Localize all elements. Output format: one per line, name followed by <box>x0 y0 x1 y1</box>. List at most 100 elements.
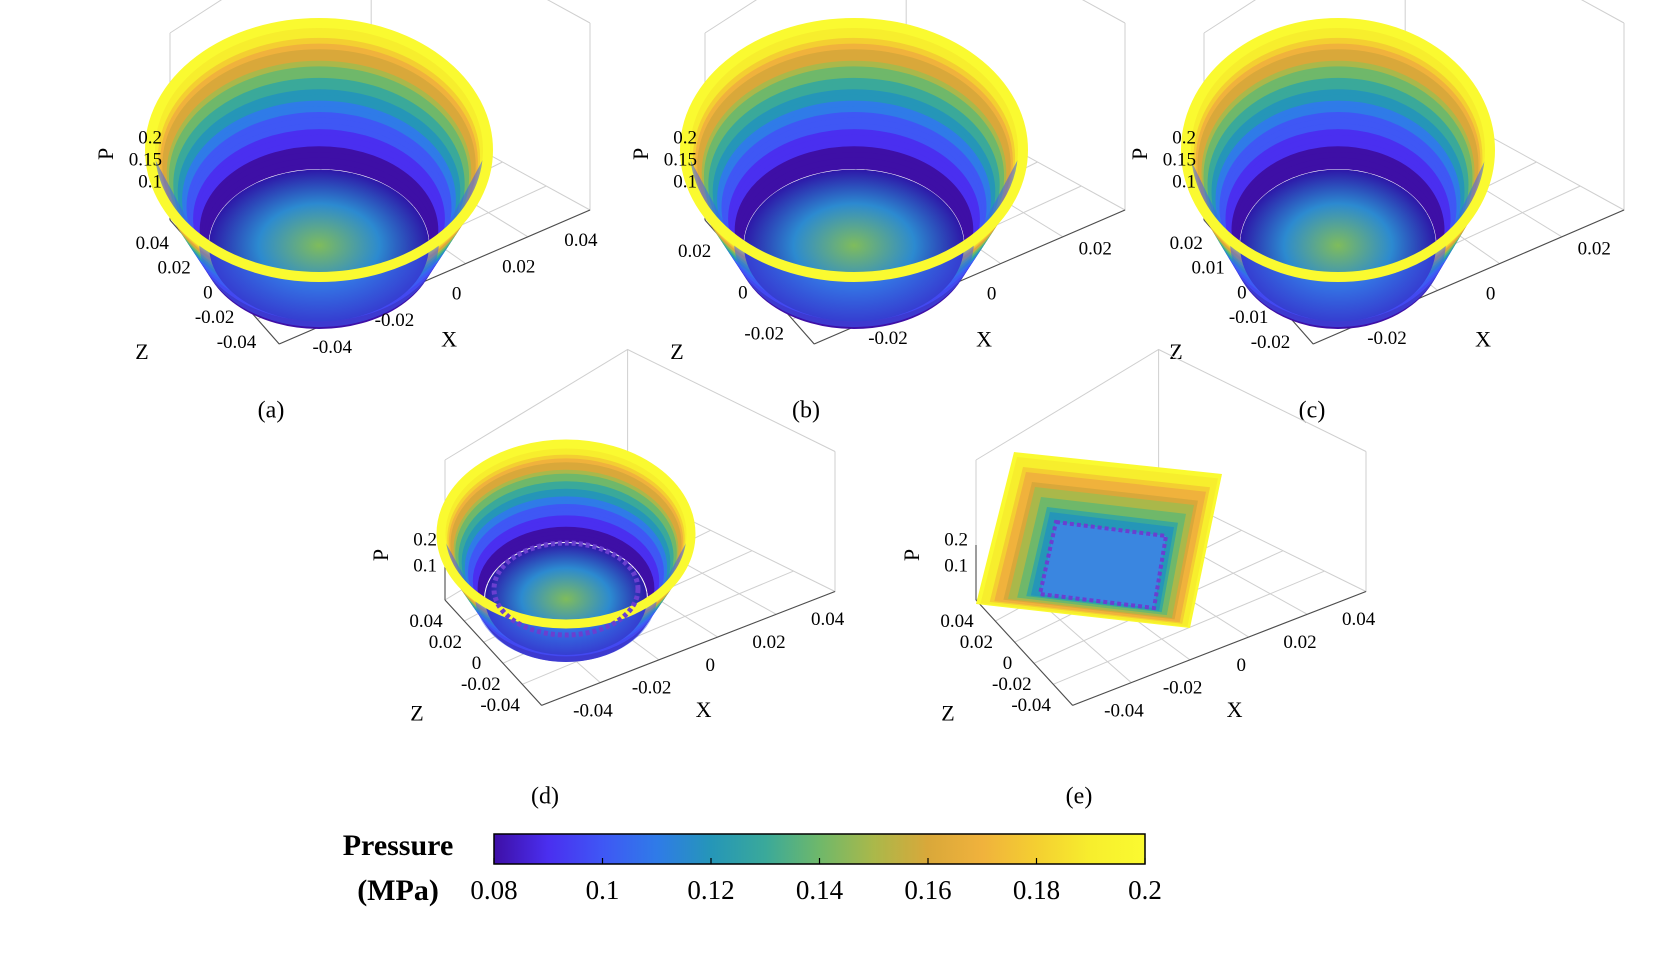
pressure-surface <box>145 18 493 330</box>
x-tick-label: -0.02 <box>375 310 415 331</box>
z-axis-line <box>444 599 543 706</box>
colorbar-tick-label: 0.2 <box>1128 875 1162 905</box>
surface-wall <box>441 534 691 662</box>
x-tick-label: 0 <box>1237 655 1247 676</box>
p-tick-label: 0.2 <box>944 529 968 550</box>
panel-c: 0.20.150.1 P 0.02 0.01 0 -0.01 -0.02 Z 0.02 0 -0.0… <box>1127 0 1626 424</box>
x-tick-label: -0.04 <box>1104 700 1144 721</box>
surface-floor <box>1040 522 1166 608</box>
x-tick-label: 0 <box>987 283 997 304</box>
surface-wall <box>1186 150 1490 328</box>
z-tick-label: 0 <box>1003 653 1013 674</box>
z-tick-label: 0.04 <box>136 233 170 254</box>
x-axis-label: X <box>1227 697 1243 722</box>
p-axis-label: P <box>899 549 924 561</box>
colorbar-tick-label: 0.14 <box>796 875 844 905</box>
x-axis-line <box>541 590 836 706</box>
z-tick-label: -0.02 <box>992 674 1032 695</box>
grid-line <box>444 348 836 461</box>
colorbar-tick-label: 0.08 <box>470 875 517 905</box>
x-tick-label: 0.02 <box>502 257 535 278</box>
x-tick-label: 0.04 <box>811 609 845 630</box>
grid-line <box>975 348 1367 461</box>
z-tick-label: 0.04 <box>409 611 443 632</box>
x-axis-label: X <box>696 697 712 722</box>
p-tick-label: 0.1 <box>944 555 968 576</box>
p-axis-label: P <box>93 148 118 160</box>
pressure-surface <box>976 452 1222 628</box>
p-tick-label: 0.15 <box>129 150 162 171</box>
z-tick-label: -0.04 <box>480 695 520 716</box>
surface-wall <box>150 150 488 328</box>
x-tick-label: -0.02 <box>868 328 908 349</box>
surface-rim <box>436 439 696 629</box>
z-tick-label: 0.01 <box>1192 258 1225 279</box>
panel-a: 0.20.150.1 P 0.04 0.02 0 -0.02 -0.04 Z 0.04 0.02 0… <box>93 0 598 424</box>
z-tick-label: 0.02 <box>1170 233 1203 254</box>
x-tick-label: -0.02 <box>1163 678 1203 699</box>
surface-rim <box>680 18 1028 282</box>
p-tick-label: 0.2 <box>138 128 162 149</box>
z-tick-label: -0.04 <box>217 332 257 353</box>
z-tick-label: -0.02 <box>1251 332 1291 353</box>
grid-line <box>522 570 794 685</box>
colorbar-tick-label: 0.1 <box>586 875 620 905</box>
p-axis-label: P <box>1127 148 1152 160</box>
p-tick-label: 0.15 <box>664 150 697 171</box>
p-tick-label: 0.2 <box>1172 128 1196 149</box>
p-tick-label: 0.1 <box>413 555 437 576</box>
panel-label: (b) <box>792 398 820 424</box>
axis-box <box>975 545 1367 706</box>
p-tick-label: 0.15 <box>1163 150 1196 171</box>
panel-label: (c) <box>1299 398 1326 424</box>
panel-b: 0.20.150.1 P 0.02 0 -0.02 Z 0.02 0 -0.02 X (b) <box>628 0 1127 424</box>
z-axis-label: Z <box>670 339 683 364</box>
colorbar-tick-label: 0.18 <box>1013 875 1060 905</box>
x-tick-label: 0.04 <box>564 230 598 251</box>
surface-ripple <box>491 540 641 638</box>
z-tick-label: 0.02 <box>960 632 993 653</box>
surface-rim <box>145 18 493 282</box>
x-tick-label: 0 <box>1486 283 1496 304</box>
z-axis-label: Z <box>1169 339 1182 364</box>
z-tick-label: 0.04 <box>940 611 974 632</box>
z-tick-label: -0.04 <box>1011 695 1051 716</box>
z-axis-label: Z <box>941 700 954 725</box>
surface-wall <box>685 150 1023 328</box>
x-tick-label: 0.02 <box>1283 632 1316 653</box>
p-axis-label: P <box>368 549 393 561</box>
z-tick-label: -0.01 <box>1229 307 1269 328</box>
surface-rim <box>1181 18 1495 282</box>
colorbar: Pressure (MPa) 0.08 0.1 0.12 0.14 0.16 0.18 0.2 <box>343 829 1162 907</box>
z-tick-label: 0.02 <box>429 632 462 653</box>
colorbar-unit: (MPa) <box>357 874 439 907</box>
p-tick-label: 0.2 <box>673 128 697 149</box>
x-tick-label: -0.02 <box>1367 328 1407 349</box>
x-tick-label: -0.04 <box>573 700 613 721</box>
z-tick-label: 0 <box>738 282 748 303</box>
panel-e: 0.20.1P0.040.020-0.02-0.04Z0.040.020-0.0… <box>899 348 1376 810</box>
x-tick-label: 0.02 <box>752 632 785 653</box>
z-axis-line <box>975 599 1074 706</box>
x-tick-label: 0.02 <box>1079 239 1112 260</box>
z-axis-label: Z <box>135 339 148 364</box>
grid-line <box>1203 0 1625 34</box>
z-tick-label: -0.02 <box>461 674 501 695</box>
colorbar-title: Pressure <box>343 829 454 862</box>
z-tick-label: -0.02 <box>744 324 784 345</box>
panel-label: (d) <box>531 784 559 810</box>
x-tick-label: 0 <box>452 283 462 304</box>
panel-label: (a) <box>258 398 285 424</box>
panel-d: 0.20.1P0.040.020-0.02-0.04Z0.040.020-0.0… <box>368 348 845 810</box>
pressure-surface <box>680 18 1028 330</box>
x-axis-label: X <box>441 327 457 352</box>
x-tick-label: 0.04 <box>1342 609 1376 630</box>
x-axis-label: X <box>1475 327 1491 352</box>
colorbar-tick-label: 0.16 <box>904 875 951 905</box>
x-axis-line <box>1072 590 1367 706</box>
p-tick-label: 0.1 <box>138 172 162 193</box>
z-tick-label: 0 <box>472 653 482 674</box>
z-tick-label: -0.02 <box>195 307 235 328</box>
z-tick-label: 0.02 <box>158 258 191 279</box>
